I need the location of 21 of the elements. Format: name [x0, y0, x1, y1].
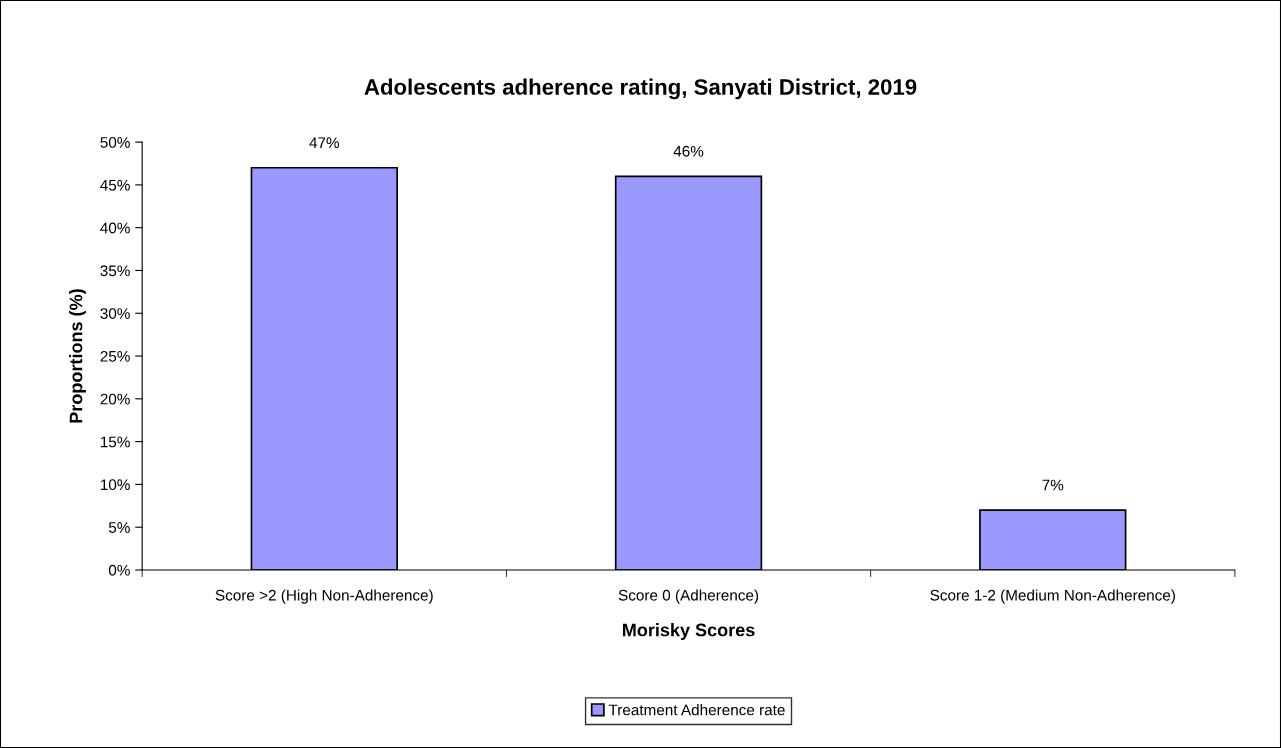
y-tick-label: 20%: [100, 393, 130, 405]
data-label: 46%: [673, 145, 704, 157]
y-tick-label: 40%: [100, 222, 130, 234]
y-axis-title: Proportions (%): [69, 289, 86, 423]
x-tick-label: Score 0 (Adherence): [618, 589, 759, 604]
y-tick-label: 0%: [108, 564, 130, 576]
y-tick-label: 50%: [100, 136, 130, 148]
x-axis-title: Morisky Scores: [623, 623, 755, 640]
y-tick-label: 25%: [100, 350, 130, 362]
y-tick-label: 10%: [100, 479, 130, 491]
y-tick-label: 35%: [100, 265, 130, 277]
y-tick-label: 15%: [100, 436, 130, 448]
x-tick-label: Score 1-2 (Medium Non-Adherence): [930, 589, 1175, 604]
y-tick-label: 5%: [108, 522, 130, 533]
data-label: 7%: [1042, 479, 1064, 491]
legend-label: Treatment Adherence rate: [608, 704, 785, 716]
y-tick-label: 45%: [100, 179, 130, 191]
x-tick-label: Score >2 (High Non-Adherence): [215, 589, 433, 604]
data-label: 47%: [309, 137, 340, 149]
y-tick-label: 30%: [100, 308, 130, 319]
chart-title: Adolescents adherence rating, Sanyati District, 2019: [364, 78, 917, 100]
